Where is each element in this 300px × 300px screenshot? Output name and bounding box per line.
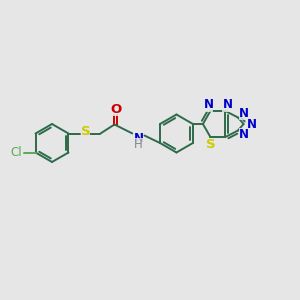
Text: S: S	[206, 137, 215, 151]
Text: N: N	[222, 98, 233, 112]
Text: S: S	[81, 125, 90, 138]
Text: Cl: Cl	[11, 146, 22, 158]
Text: N: N	[247, 118, 256, 130]
Text: O: O	[110, 103, 122, 116]
Text: N: N	[239, 128, 249, 141]
Text: N: N	[134, 132, 143, 145]
Text: H: H	[134, 138, 143, 151]
Text: N: N	[203, 98, 213, 112]
Text: N: N	[239, 107, 249, 120]
